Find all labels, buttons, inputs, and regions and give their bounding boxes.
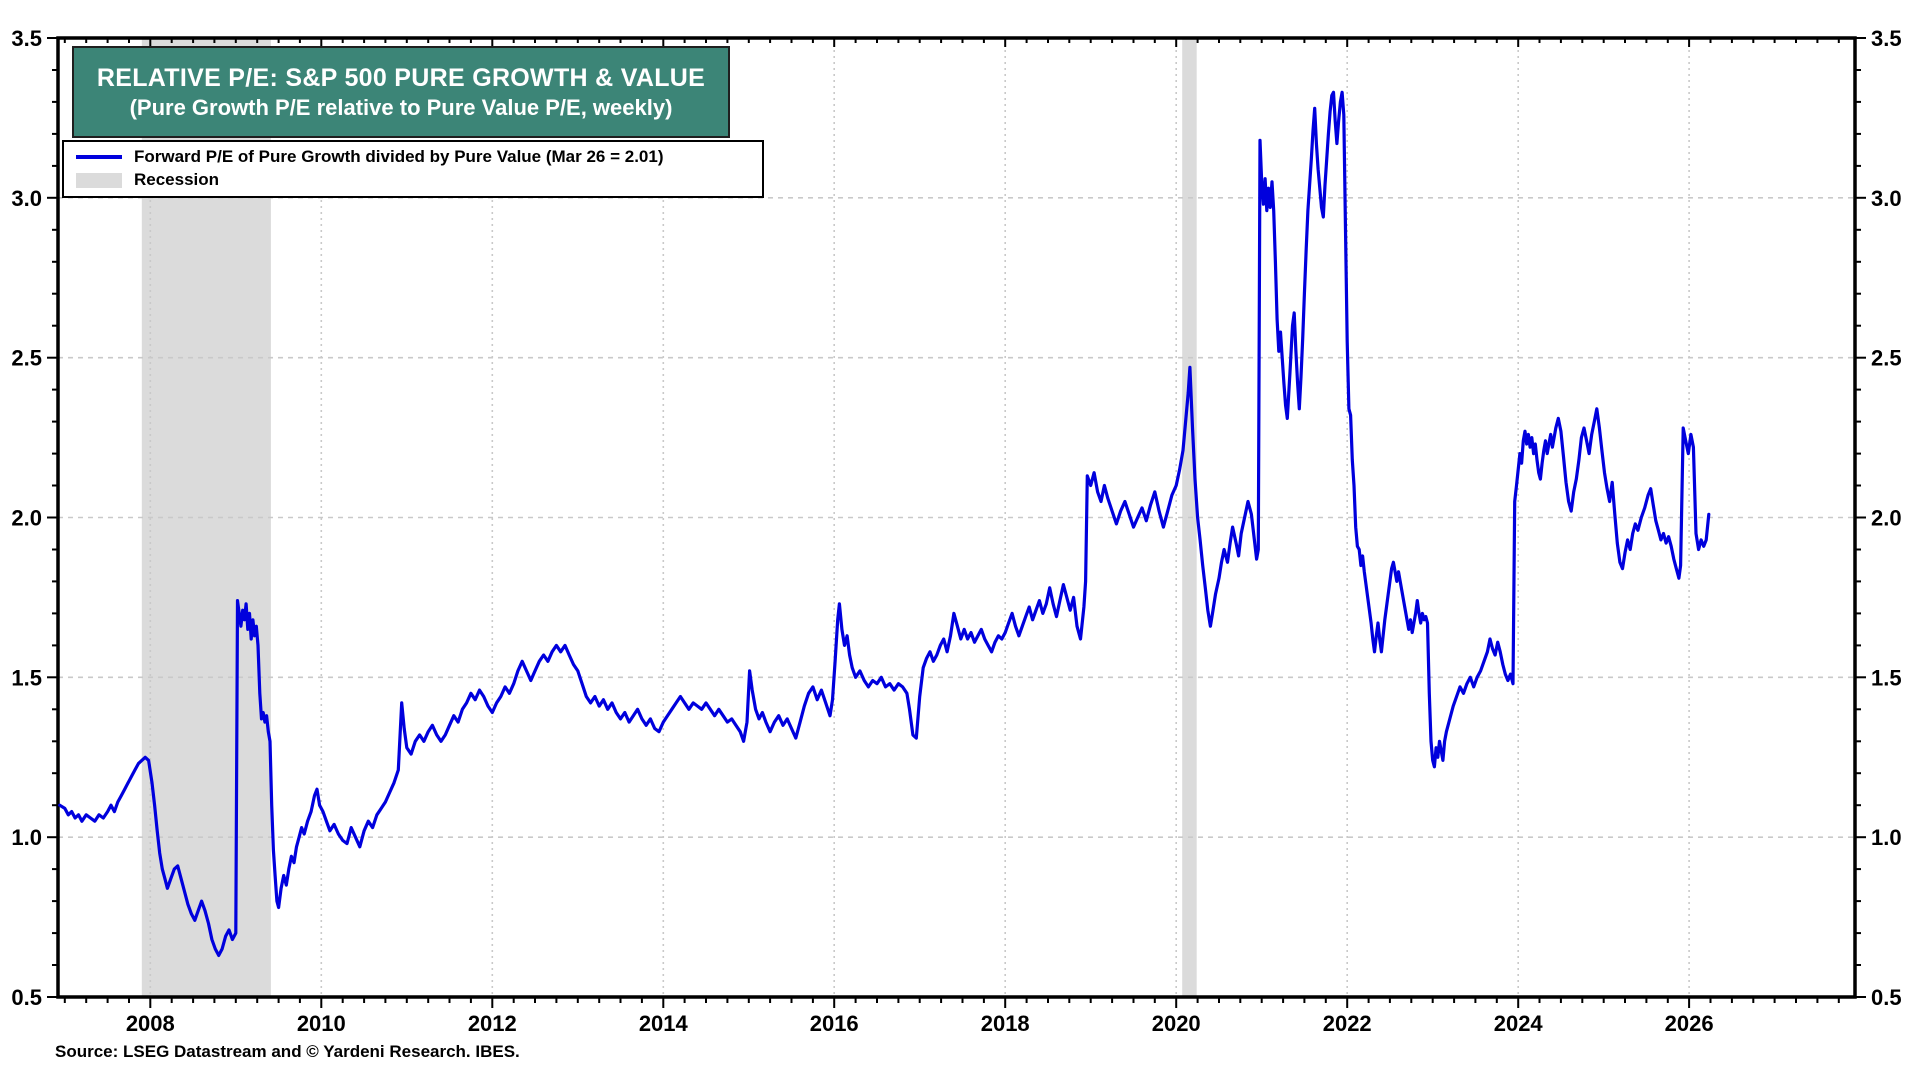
svg-text:3.0: 3.0 <box>1871 186 1902 211</box>
svg-text:2008: 2008 <box>126 1011 175 1036</box>
svg-text:2012: 2012 <box>468 1011 517 1036</box>
series-path <box>58 90 1711 957</box>
recession-label: Recession <box>134 170 220 189</box>
axis-labels: 0.5 0.5 1.0 1.0 1.5 1.5 2.0 2.0 2.5 2.5 3.0 3.0 3.5 3… <box>11 26 1901 1036</box>
svg-text:2.0: 2.0 <box>1871 506 1902 531</box>
svg-text:3.0: 3.0 <box>11 186 42 211</box>
svg-text:3.5: 3.5 <box>1871 26 1902 51</box>
svg-text:0.5: 0.5 <box>1871 985 1902 1010</box>
series-line-swatch <box>76 155 122 159</box>
svg-text:2.0: 2.0 <box>11 506 42 531</box>
svg-text:2.5: 2.5 <box>11 346 42 371</box>
svg-text:1.5: 1.5 <box>11 665 42 690</box>
svg-text:2018: 2018 <box>981 1011 1030 1036</box>
chart-subtitle: (Pure Growth P/E relative to Pure Value … <box>129 94 673 120</box>
legend-item-series: Forward P/E of Pure Growth divided by Pu… <box>76 147 750 167</box>
gridlines <box>58 38 1855 997</box>
chart-title: RELATIVE P/E: S&P 500 PURE GROWTH & VALU… <box>96 63 706 92</box>
svg-text:2014: 2014 <box>639 1011 689 1036</box>
svg-text:2016: 2016 <box>810 1011 859 1036</box>
svg-text:2020: 2020 <box>1152 1011 1201 1036</box>
plot-frame <box>56 36 1857 999</box>
svg-text:1.0: 1.0 <box>11 825 42 850</box>
series-label: Forward P/E of Pure Growth divided by Pu… <box>134 147 664 166</box>
legend: Forward P/E of Pure Growth divided by Pu… <box>62 140 764 198</box>
svg-text:2022: 2022 <box>1323 1011 1372 1036</box>
svg-text:2026: 2026 <box>1665 1011 1714 1036</box>
svg-text:0.5: 0.5 <box>11 985 42 1010</box>
svg-text:3.5: 3.5 <box>11 26 42 51</box>
svg-text:1.0: 1.0 <box>1871 825 1902 850</box>
svg-text:2010: 2010 <box>297 1011 346 1036</box>
svg-text:2.5: 2.5 <box>1871 346 1902 371</box>
recession-swatch <box>76 172 122 188</box>
svg-text:2024: 2024 <box>1494 1011 1544 1036</box>
source-note: Source: LSEG Datastream and © Yardeni Re… <box>55 1042 520 1061</box>
chart-title-box: RELATIVE P/E: S&P 500 PURE GROWTH & VALU… <box>72 46 730 138</box>
svg-text:1.5: 1.5 <box>1871 665 1902 690</box>
legend-item-recession: Recession <box>76 170 750 190</box>
